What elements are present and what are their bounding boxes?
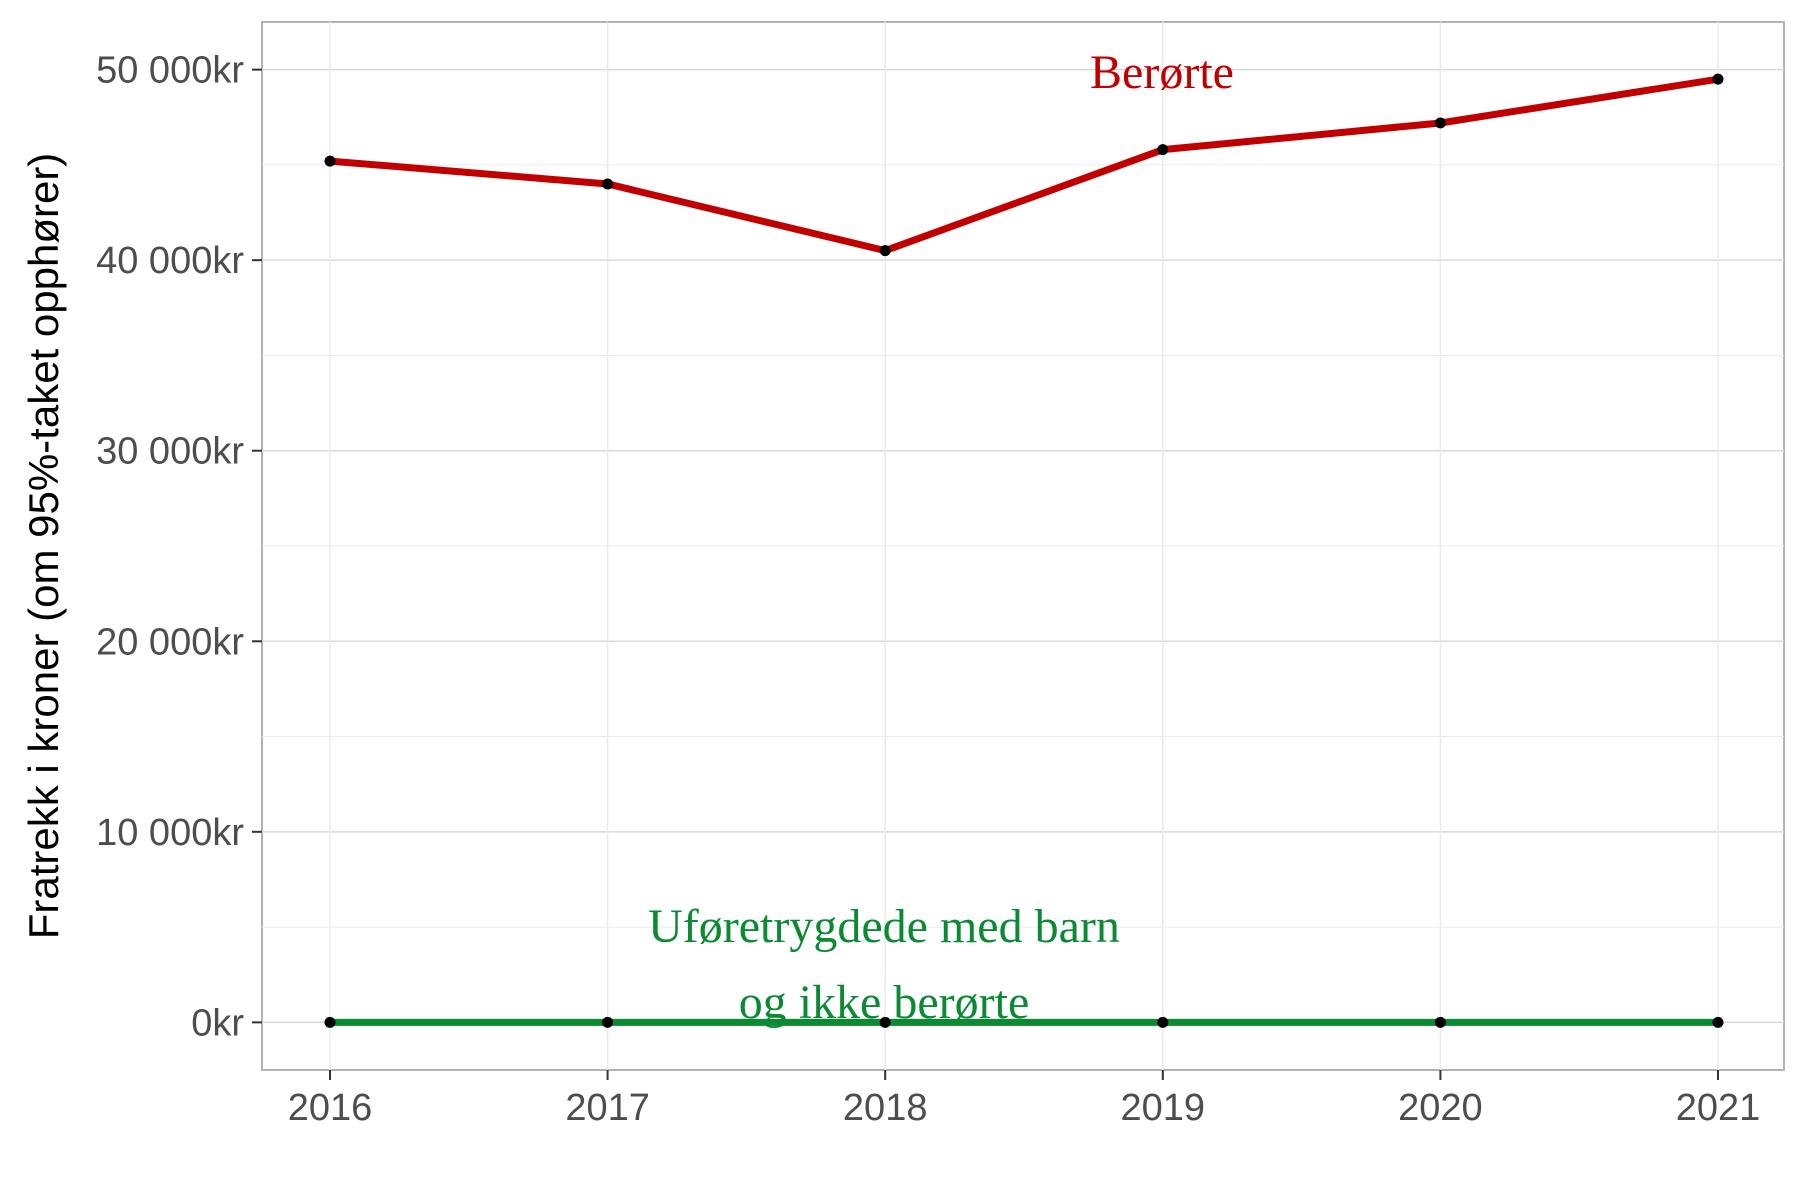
annotations: Berørte Uføretrygdede med barn og ikke b…	[648, 46, 1234, 1029]
y-tick-label: 30 000kr	[96, 431, 244, 473]
annotation-uforetrygdede-line1: Uføretrygdede med barn	[648, 900, 1120, 953]
data-point	[1434, 117, 1446, 129]
x-axis-ticks: 2016 2017 2018 2019 2020 2021	[288, 1070, 1761, 1129]
x-tick-label: 2017	[565, 1087, 650, 1129]
series-line-0	[326, 75, 1722, 255]
data-point	[879, 1016, 891, 1028]
y-tick-label: 10 000kr	[96, 812, 244, 854]
data-point	[1434, 1016, 1446, 1028]
y-tick-label: 40 000kr	[96, 240, 244, 282]
data-point	[1157, 1016, 1169, 1028]
data-point	[879, 245, 891, 257]
data-point	[1157, 144, 1169, 156]
y-tick-label: 0kr	[191, 1002, 244, 1044]
data-point	[324, 155, 336, 167]
annotation-uforetrygdede-line2: og ikke berørte	[739, 976, 1030, 1029]
x-tick-label: 2016	[288, 1087, 373, 1129]
x-tick-label: 2021	[1676, 1087, 1761, 1129]
annotation-berorte: Berørte	[1090, 46, 1234, 99]
data-point	[1712, 1016, 1724, 1028]
data-point	[602, 178, 614, 190]
y-tick-label: 50 000kr	[96, 50, 244, 92]
y-tick-label: 20 000kr	[96, 621, 244, 663]
x-tick-label: 2019	[1121, 1087, 1206, 1129]
data-point	[324, 1016, 336, 1028]
y-axis-title: Fratrekk i kroner (om 95%-taket opphører…	[20, 153, 67, 940]
data-point	[1712, 73, 1724, 85]
x-tick-label: 2018	[843, 1087, 928, 1129]
x-tick-label: 2020	[1398, 1087, 1483, 1129]
series-lines	[324, 73, 1724, 1028]
data-point	[602, 1016, 614, 1028]
y-axis-ticks: 0kr 10 000kr 20 000kr 30 000kr 40 000kr 50 00…	[96, 50, 262, 1044]
